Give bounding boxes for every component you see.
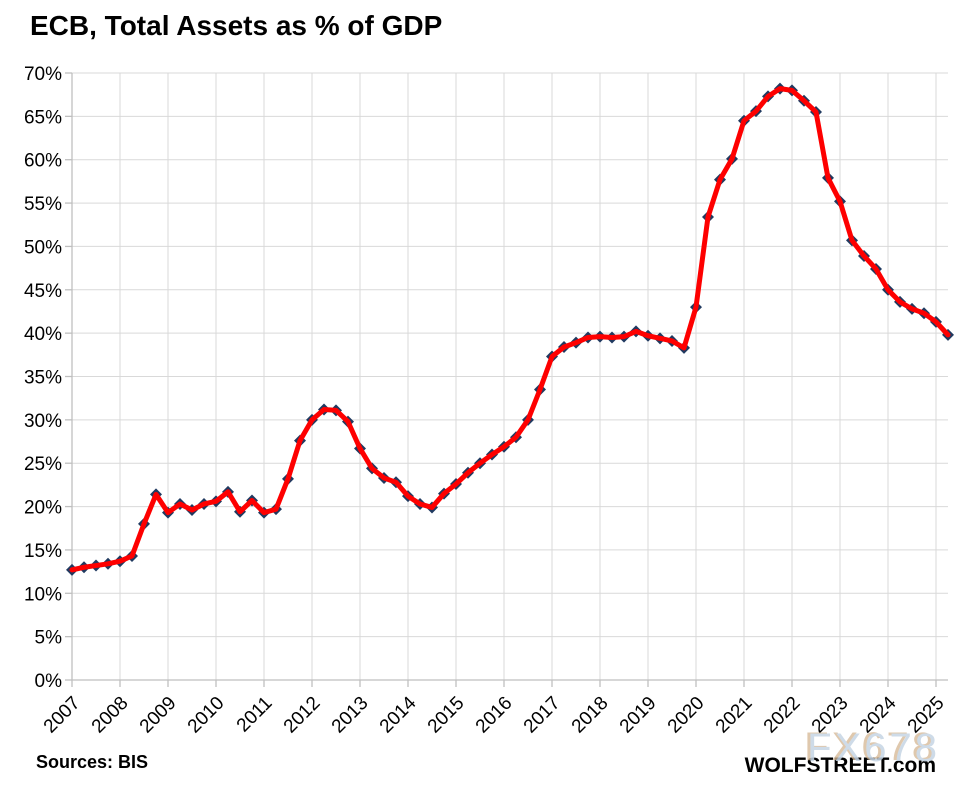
y-tick-label: 25% xyxy=(24,454,62,475)
y-tick-label: 55% xyxy=(24,194,62,215)
y-tick-label: 5% xyxy=(35,628,63,649)
x-tick-label: 2019 xyxy=(616,693,661,738)
fx678-watermark: FX678 xyxy=(807,726,940,770)
x-tick-label: 2018 xyxy=(568,693,613,738)
x-tick-label: 2015 xyxy=(424,693,469,738)
y-tick-label: 20% xyxy=(24,498,62,519)
x-tick-label: 2014 xyxy=(376,692,421,737)
x-tick-label: 2011 xyxy=(233,693,277,737)
y-tick-label: 70% xyxy=(24,64,62,85)
x-tick-label: 2017 xyxy=(520,693,565,738)
y-tick-label: 0% xyxy=(35,671,63,692)
chart-title: ECB, Total Assets as % of GDP xyxy=(30,10,443,41)
y-tick-label: 30% xyxy=(24,411,62,432)
y-tick-label: 40% xyxy=(24,324,62,345)
y-tick-label: 45% xyxy=(24,281,62,302)
wolfstreet-branding: WOLFSTREET.com xyxy=(744,754,936,777)
x-tick-label: 2008 xyxy=(88,693,133,738)
x-tick-label: 2016 xyxy=(472,693,517,738)
x-tick-label: 2013 xyxy=(328,693,373,738)
x-tick-label: 2021 xyxy=(712,693,757,738)
y-tick-label: 35% xyxy=(24,368,62,389)
y-tick-label: 65% xyxy=(24,107,62,128)
y-tick-label: 50% xyxy=(24,237,62,258)
series-line xyxy=(69,86,951,573)
y-tick-label: 10% xyxy=(24,584,62,605)
sources-note: Sources: BIS xyxy=(36,752,149,772)
x-tick-label: 2012 xyxy=(280,693,325,738)
x-tick-label: 2009 xyxy=(136,693,181,738)
x-tick-label: 2010 xyxy=(184,693,229,738)
x-tick-label: 2007 xyxy=(40,693,85,738)
x-tick-label: 2020 xyxy=(664,693,709,738)
y-tick-label: 60% xyxy=(24,151,62,172)
x-tick-label: 2022 xyxy=(760,693,805,738)
y-tick-label: 15% xyxy=(24,541,62,562)
